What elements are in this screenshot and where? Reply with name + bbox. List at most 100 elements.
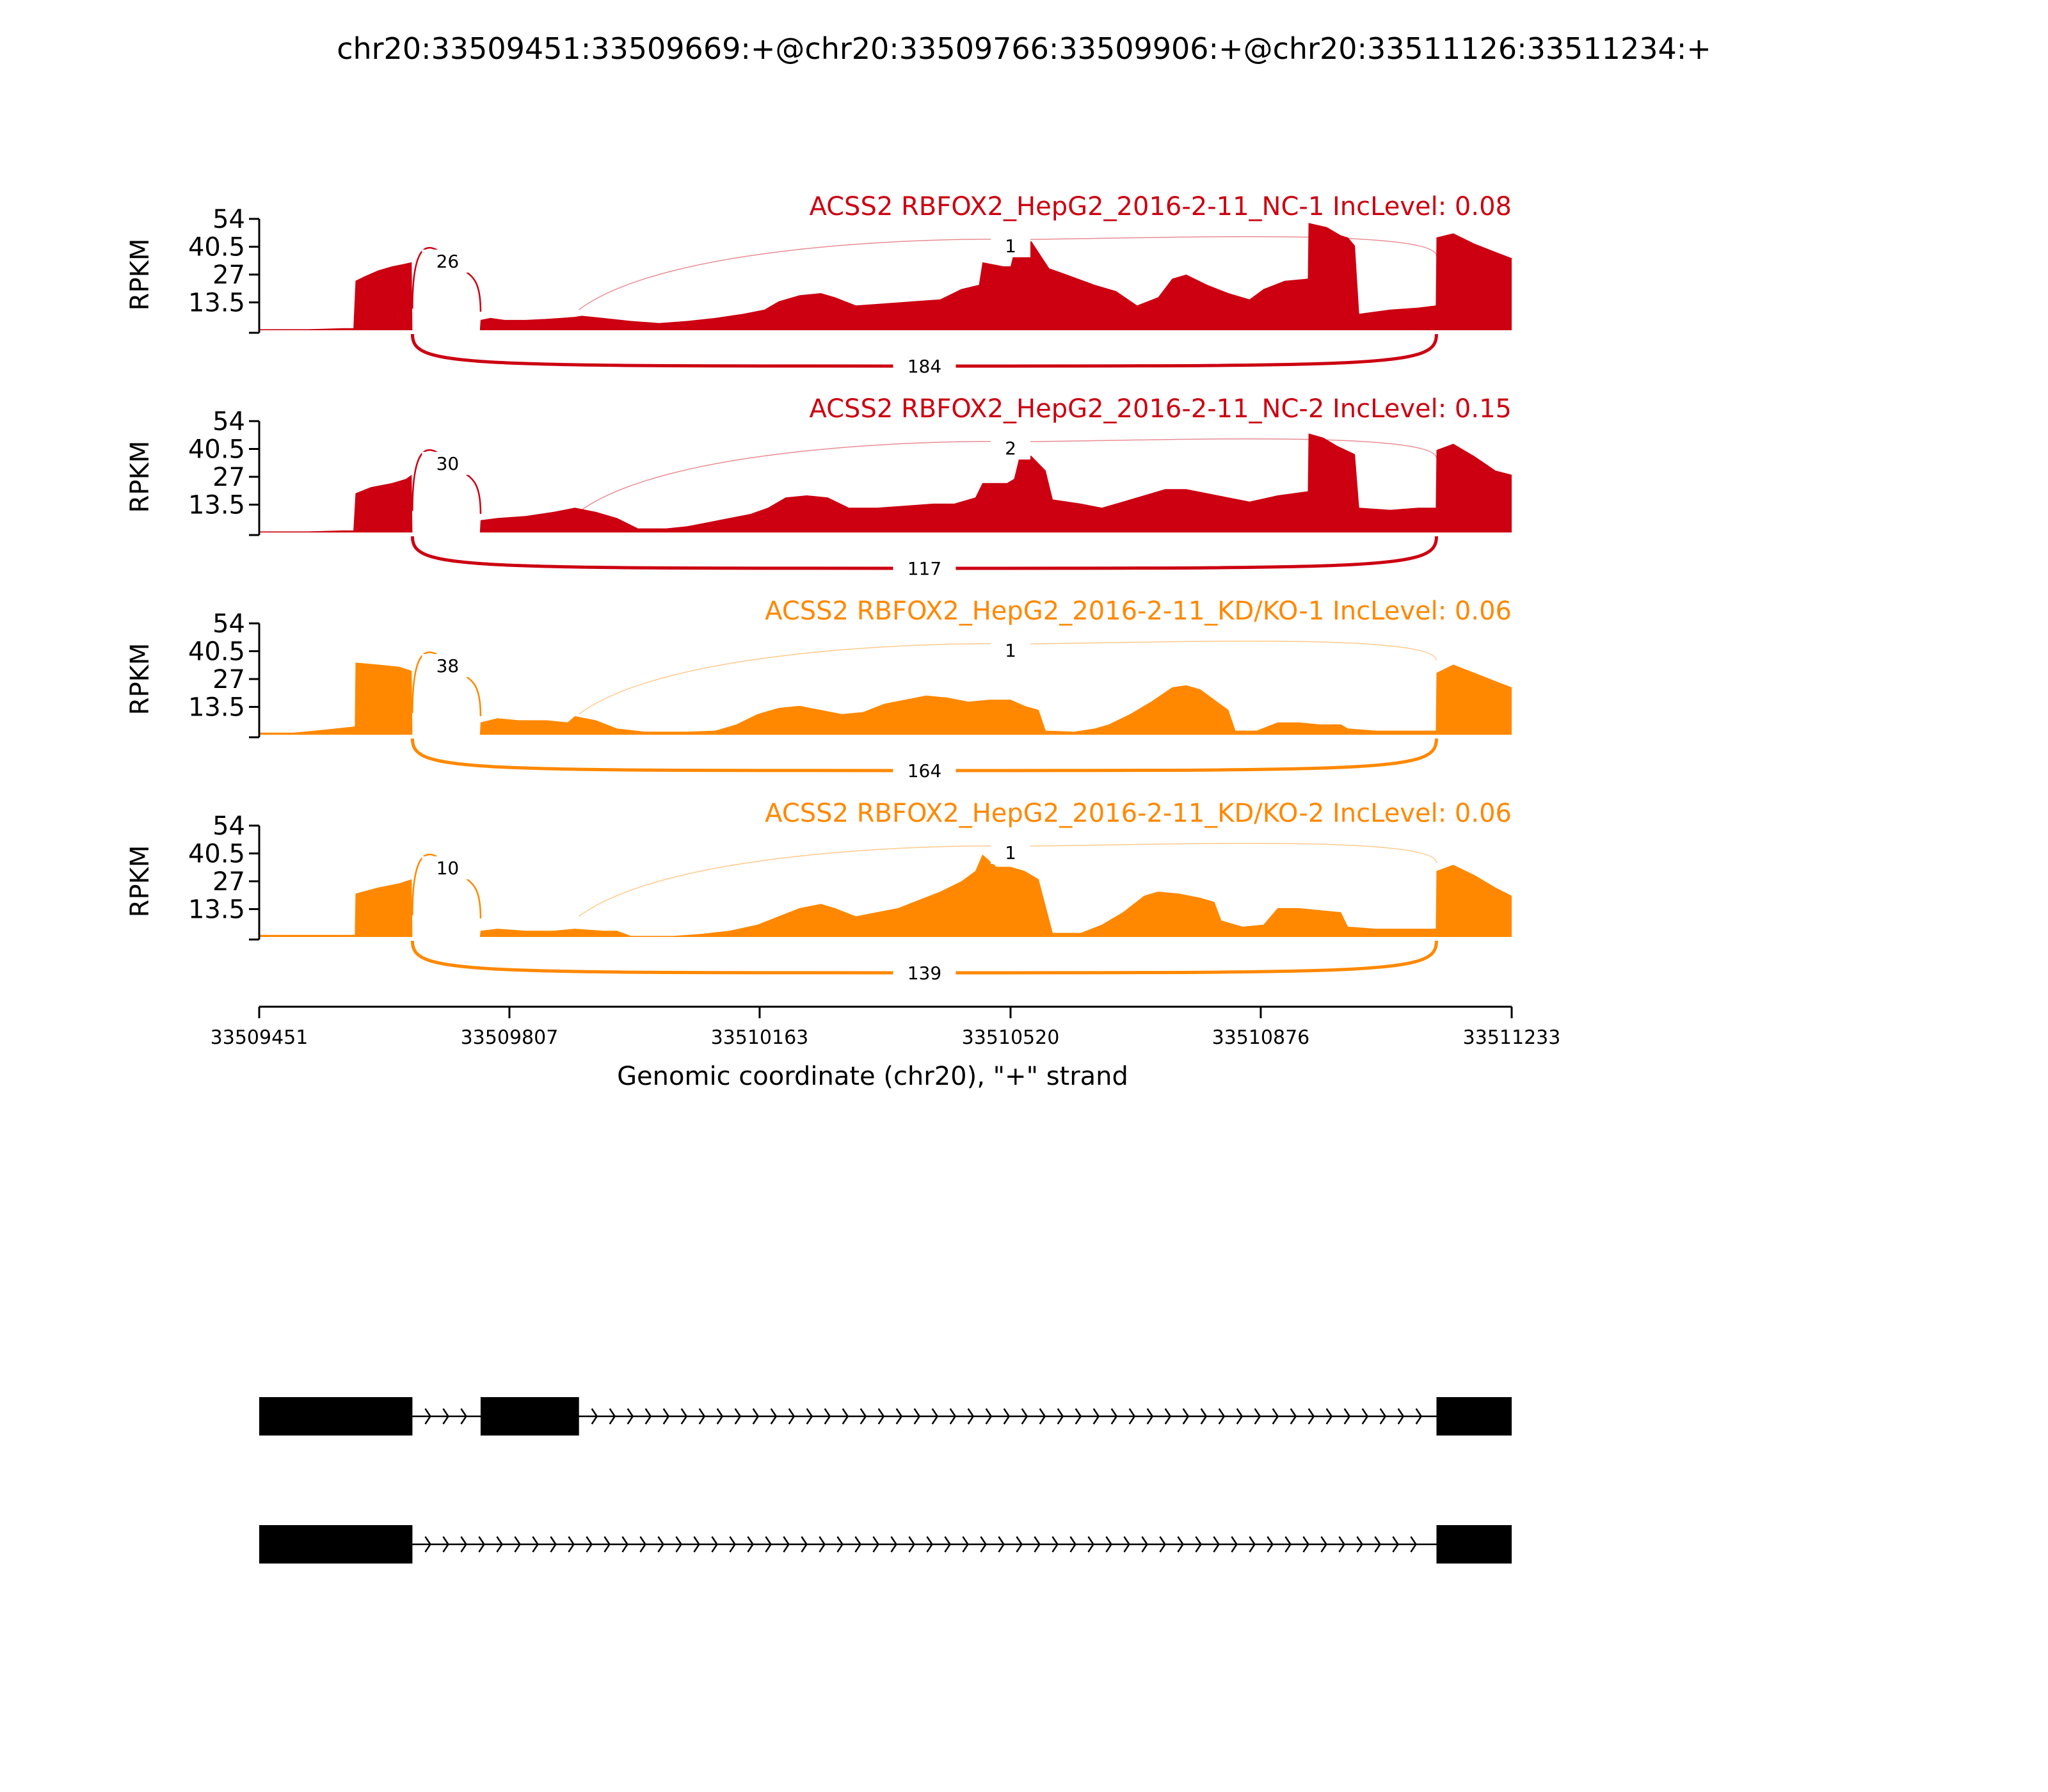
- x-axis-label: Genomic coordinate (chr20), "+" strand: [617, 1062, 1128, 1091]
- strand-arrow: [913, 1408, 921, 1425]
- junction-count-label: 117: [908, 558, 941, 579]
- y-tick-label: 13.5: [188, 693, 245, 723]
- y-tick-label: 54: [212, 205, 245, 234]
- strand-arrow: [747, 1536, 754, 1553]
- strand-arrow: [1195, 1536, 1202, 1553]
- x-axis: 33509451 33509807 33510163 33510520 33510876…: [211, 1005, 1561, 1091]
- junction-label-bg: [990, 234, 1030, 257]
- strand-arrow: [1302, 1536, 1309, 1553]
- y-axis-label: RPKM: [125, 643, 155, 716]
- strand-arrow: [1021, 1408, 1028, 1425]
- strand-arrow: [1379, 1408, 1387, 1425]
- strand-arrow: [806, 1408, 813, 1425]
- strand-arrow: [716, 1408, 724, 1425]
- exon-block: [1436, 1525, 1512, 1564]
- track-title: ACSS2 RBFOX2_HepG2_2016-2-11_KD/KO-2 Inc…: [765, 799, 1512, 828]
- strand-arrow: [842, 1408, 849, 1425]
- strand-arrow: [1105, 1536, 1112, 1553]
- junction-count-label: 1: [1005, 842, 1016, 863]
- strand-arrow: [783, 1536, 790, 1553]
- junction-count-label: 139: [908, 963, 941, 984]
- x-tick-label: 33511233: [1463, 1027, 1561, 1049]
- strand-arrow: [1146, 1408, 1154, 1425]
- strand-arrow: [765, 1536, 772, 1553]
- strand-arrow: [424, 1536, 431, 1553]
- strand-arrow: [604, 1536, 611, 1553]
- strand-arrow: [1356, 1536, 1363, 1553]
- strand-arrow: [1159, 1536, 1166, 1553]
- junction-label-bg: [422, 654, 474, 677]
- strand-arrow: [1123, 1536, 1130, 1553]
- x-tick-label: 33510163: [711, 1027, 809, 1049]
- strand-arrow: [1392, 1536, 1399, 1553]
- y-tick-label: 54: [212, 609, 245, 639]
- strand-arrow: [908, 1536, 915, 1553]
- strand-arrow: [514, 1536, 521, 1553]
- strand-arrow: [854, 1536, 861, 1553]
- strand-arrow: [877, 1408, 885, 1425]
- strand-arrow: [478, 1536, 485, 1553]
- coverage-area: [259, 433, 1512, 532]
- strand-arrow: [1182, 1408, 1190, 1425]
- y-tick-label: 54: [212, 812, 245, 841]
- strand-arrow: [1052, 1536, 1059, 1553]
- y-axis-label: RPKM: [125, 845, 155, 918]
- strand-arrow: [568, 1536, 575, 1553]
- strand-arrow: [1075, 1408, 1082, 1425]
- strand-arrow: [591, 1408, 598, 1425]
- strand-arrow: [442, 1408, 449, 1425]
- x-tick-label: 33509451: [211, 1027, 308, 1049]
- x-tick-label: 33510876: [1212, 1027, 1310, 1049]
- y-tick-label: 40.5: [188, 637, 245, 667]
- coverage-area: [259, 662, 1512, 735]
- junction-label-bg: [422, 250, 474, 273]
- strand-arrow: [819, 1536, 826, 1553]
- strand-arrow: [1290, 1408, 1297, 1425]
- junction-label-bg: [893, 961, 956, 984]
- strand-arrow: [985, 1408, 993, 1425]
- strand-arrow: [1213, 1536, 1220, 1553]
- y-tick-label: 13.5: [188, 289, 245, 318]
- junction-count-label: 1: [1005, 640, 1016, 661]
- junction-label-bg: [422, 856, 474, 879]
- strand-arrow: [496, 1536, 503, 1553]
- x-tick-label: 33510520: [962, 1027, 1060, 1049]
- isoform-2: [259, 1525, 1512, 1564]
- track-title: ACSS2 RBFOX2_HepG2_2016-2-11_KD/KO-1 Inc…: [765, 596, 1512, 626]
- y-tick-label: 27: [212, 463, 245, 492]
- isoform-1: [259, 1397, 1512, 1436]
- junction-label-bg: [990, 841, 1030, 864]
- strand-arrow: [1254, 1408, 1261, 1425]
- strand-arrow: [1415, 1408, 1423, 1425]
- strand-arrow: [824, 1408, 831, 1425]
- strand-arrow: [998, 1536, 1005, 1553]
- strand-arrow: [788, 1408, 796, 1425]
- junction-count-label: 10: [436, 858, 460, 879]
- y-tick-label: 40.5: [188, 840, 245, 869]
- strand-arrow: [1231, 1536, 1238, 1553]
- strand-arrow: [1338, 1536, 1345, 1553]
- strand-arrow: [1249, 1536, 1256, 1553]
- y-tick-label: 13.5: [188, 895, 245, 925]
- strand-arrow: [1267, 1536, 1274, 1553]
- strand-arrow: [680, 1408, 688, 1425]
- strand-arrow: [609, 1408, 616, 1425]
- strand-arrow: [734, 1408, 742, 1425]
- y-tick-label: 40.5: [188, 435, 245, 465]
- junction-count-label: 184: [908, 356, 941, 377]
- track-title: ACSS2 RBFOX2_HepG2_2016-2-11_NC-2 IncLev…: [809, 394, 1512, 424]
- strand-arrow: [1141, 1536, 1148, 1553]
- junction-label-bg: [990, 436, 1030, 460]
- strand-arrow: [711, 1536, 718, 1553]
- strand-arrow: [693, 1536, 700, 1553]
- exon-block: [480, 1397, 579, 1436]
- strand-arrow: [698, 1408, 706, 1425]
- y-tick-label: 40.5: [188, 233, 245, 262]
- strand-arrow: [1284, 1536, 1292, 1553]
- strand-arrow: [1057, 1408, 1064, 1425]
- exon-block: [1436, 1397, 1512, 1436]
